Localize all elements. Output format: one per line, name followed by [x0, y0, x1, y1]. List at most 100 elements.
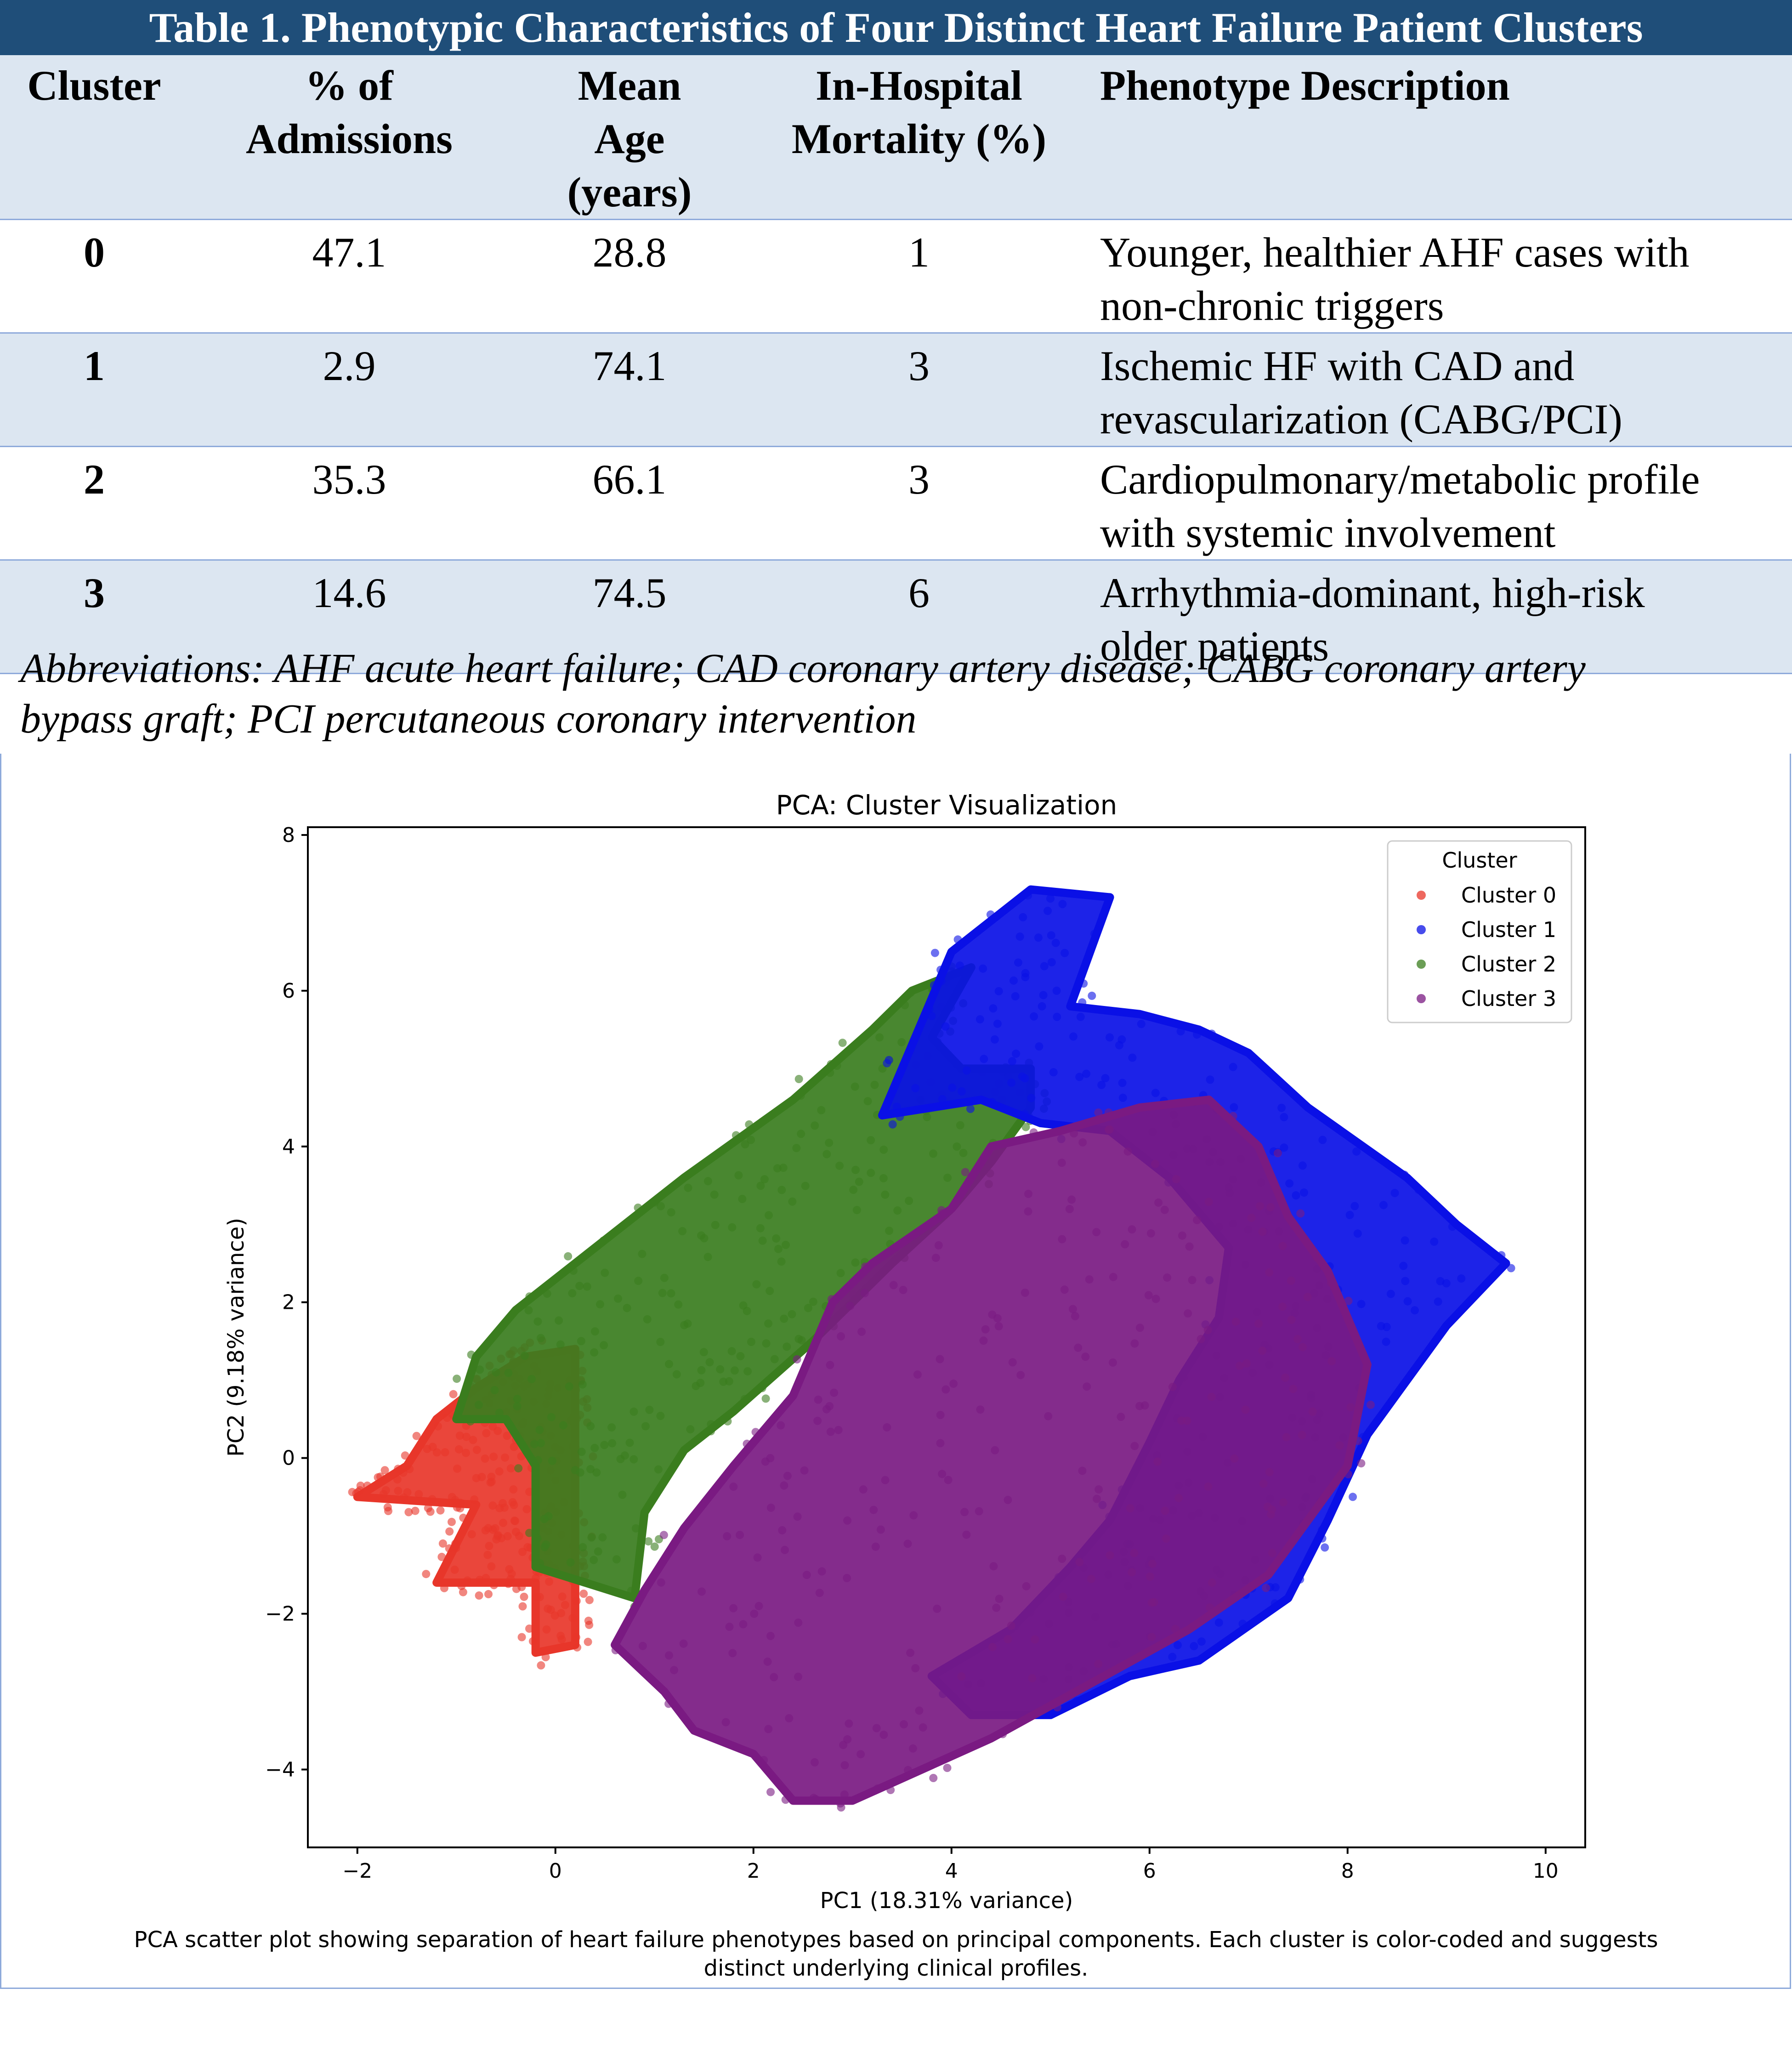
- data-point: [1174, 1494, 1183, 1502]
- data-point: [783, 1342, 791, 1351]
- data-point: [453, 1464, 461, 1473]
- data-point: [1154, 1198, 1163, 1207]
- data-point: [1014, 958, 1022, 967]
- data-point: [739, 1620, 748, 1629]
- data-point: [1353, 1229, 1362, 1238]
- data-point: [876, 1525, 885, 1534]
- data-point: [1076, 1012, 1085, 1021]
- data-point: [658, 1289, 667, 1297]
- data-point: [1172, 1175, 1180, 1183]
- legend-label: Cluster 3: [1461, 986, 1556, 1011]
- data-point: [596, 1300, 604, 1309]
- data-point: [493, 1532, 502, 1540]
- data-point: [1278, 1302, 1287, 1311]
- data-point: [929, 1149, 937, 1158]
- data-point: [568, 1289, 577, 1298]
- data-point: [1031, 1635, 1039, 1644]
- data-point: [1265, 1268, 1274, 1277]
- cell-cluster: 0: [0, 219, 188, 334]
- header-mortality: In-Hospital Mortality (%): [749, 55, 1089, 220]
- data-point: [374, 1473, 382, 1482]
- data-point: [654, 1465, 663, 1474]
- data-point: [474, 1401, 483, 1409]
- data-point: [863, 1097, 872, 1106]
- data-point: [1035, 1042, 1043, 1051]
- data-point: [723, 1532, 732, 1540]
- data-point: [943, 1764, 952, 1772]
- data-point: [800, 1466, 809, 1475]
- description-line: revascularization (CABG/PCI): [1100, 396, 1622, 443]
- data-point: [627, 1586, 635, 1595]
- data-point: [533, 1317, 542, 1326]
- data-point: [745, 1120, 754, 1129]
- data-point: [1146, 1572, 1154, 1581]
- data-point: [411, 1506, 420, 1515]
- data-point: [903, 1539, 912, 1548]
- data-point: [1350, 1202, 1359, 1210]
- data-point: [836, 1269, 845, 1278]
- data-point: [1176, 1027, 1185, 1036]
- data-point: [575, 1282, 584, 1290]
- data-point: [548, 1456, 556, 1465]
- data-point: [467, 1350, 476, 1359]
- header-line: Admissions: [246, 115, 453, 162]
- legend-label: Cluster 2: [1461, 952, 1556, 977]
- data-point: [455, 1432, 464, 1440]
- data-point: [625, 1438, 634, 1447]
- x-tick-label: 8: [1341, 1859, 1354, 1883]
- data-point: [445, 1544, 454, 1553]
- data-point: [686, 1425, 695, 1434]
- data-point: [900, 1720, 908, 1729]
- data-point: [659, 1531, 668, 1539]
- data-point: [1007, 1621, 1015, 1630]
- data-point: [629, 1407, 638, 1416]
- data-point: [543, 1289, 551, 1298]
- data-point: [937, 977, 946, 985]
- data-point: [600, 1441, 609, 1449]
- data-point: [555, 1316, 563, 1325]
- data-point: [1299, 1343, 1307, 1352]
- x-tick-label: 4: [945, 1859, 958, 1883]
- data-point: [716, 1365, 725, 1374]
- header-line: Cluster: [27, 62, 161, 109]
- data-point: [976, 1405, 985, 1414]
- data-point: [886, 1786, 895, 1795]
- data-point: [1104, 1108, 1113, 1117]
- data-point: [1268, 1505, 1276, 1514]
- data-point: [1034, 933, 1043, 942]
- data-point: [1174, 1641, 1182, 1649]
- data-point: [948, 1083, 957, 1092]
- data-point: [399, 1493, 408, 1502]
- data-point: [576, 1468, 584, 1477]
- data-point: [1230, 1103, 1238, 1112]
- data-point: [665, 1651, 673, 1660]
- data-point: [608, 1439, 617, 1448]
- data-point: [428, 1495, 437, 1504]
- data-point: [572, 1633, 580, 1642]
- data-point: [1357, 1459, 1366, 1468]
- table-row: 1 2.9 74.1 3 Ischemic HF with CAD and re…: [0, 333, 1792, 447]
- data-point: [1058, 900, 1067, 909]
- data-point: [1135, 1324, 1144, 1332]
- data-point: [566, 1558, 575, 1567]
- data-point: [1065, 1205, 1074, 1213]
- data-point: [839, 1741, 848, 1750]
- data-point: [1497, 1251, 1506, 1260]
- data-point: [1047, 931, 1055, 940]
- data-point: [849, 1186, 858, 1194]
- data-point: [936, 1439, 945, 1448]
- data-point: [888, 1120, 897, 1129]
- data-point: [476, 1365, 484, 1374]
- data-point: [923, 1113, 931, 1121]
- data-point: [811, 1795, 820, 1803]
- data-point: [1053, 1703, 1061, 1712]
- data-point: [616, 1455, 625, 1463]
- data-point: [906, 1648, 915, 1657]
- data-point: [422, 1570, 431, 1579]
- data-point: [826, 1427, 835, 1436]
- data-point: [794, 1672, 802, 1681]
- data-point: [736, 1352, 745, 1361]
- x-tick-label: −2: [342, 1859, 372, 1883]
- data-point: [485, 1542, 493, 1550]
